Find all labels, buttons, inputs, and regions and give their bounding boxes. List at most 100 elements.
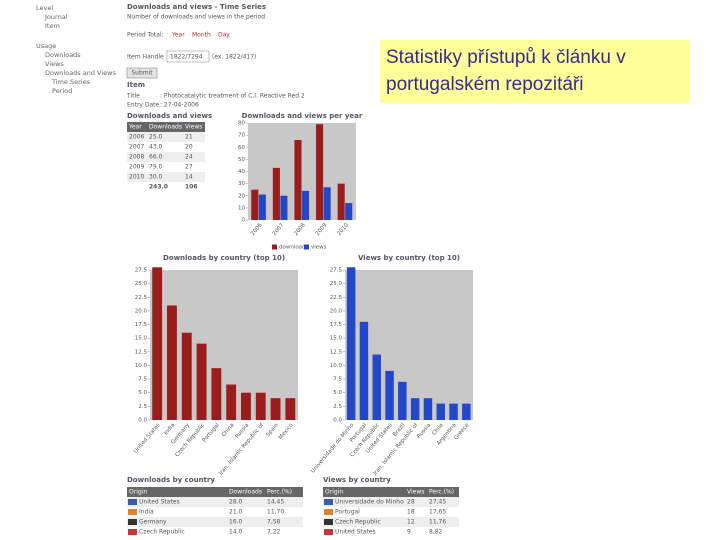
callout-box <box>380 40 690 103</box>
y-tick-label: 0 <box>242 218 246 224</box>
total-cell: 243.0 <box>149 184 168 191</box>
link[interactable]: Year <box>171 32 185 39</box>
table-row <box>127 507 303 517</box>
input-value[interactable]: 1822/7294 <box>170 54 203 61</box>
button-label[interactable]: Submit <box>131 70 153 77</box>
table-cell: 21.0 <box>229 509 243 516</box>
table-title: Downloads and views <box>127 112 212 120</box>
legend-label: views <box>311 245 327 251</box>
nav-item[interactable]: Period <box>52 87 72 95</box>
table-cell: 2007 <box>129 144 144 151</box>
bar <box>255 392 266 420</box>
bar <box>462 403 471 420</box>
value: : Photocatalytic treatment of C.I. React… <box>160 93 305 100</box>
table-cell: 17,65 <box>429 509 446 516</box>
table-cell: 43.0 <box>149 144 163 151</box>
table-cell: 79.0 <box>149 164 163 171</box>
y-tick-label: 10.0 <box>135 363 148 369</box>
x-tick-label: 2006 <box>250 222 264 237</box>
page-title: Downloads and views - Time Series <box>127 3 266 11</box>
table-cell: Universidade do Minho <box>335 499 404 506</box>
table-cell: 2008 <box>129 154 144 161</box>
header-cell: Year <box>128 124 142 131</box>
table-header <box>323 487 459 497</box>
nav-item[interactable]: Views <box>45 60 64 68</box>
bar <box>241 392 251 420</box>
y-tick-label: 2.5 <box>333 404 342 410</box>
y-tick-label: 27.5 <box>330 268 343 274</box>
table-cell: 30.0 <box>149 174 163 181</box>
x-tick-label: India <box>163 422 176 436</box>
bar <box>372 354 381 420</box>
flag-icon <box>324 499 333 505</box>
nav-item[interactable]: Downloads and Views <box>45 69 116 77</box>
table-cell: 8,82 <box>429 529 443 536</box>
y-tick-label: 15.0 <box>135 336 148 342</box>
table-row <box>127 152 205 162</box>
table-cell: 7,22 <box>267 529 281 536</box>
y-tick-label: 50 <box>238 157 245 163</box>
table-cell: 14 <box>185 174 193 181</box>
total-cell: 106 <box>185 184 198 191</box>
button[interactable] <box>126 67 158 79</box>
nav-item[interactable]: Journal <box>44 13 68 21</box>
header-cell: Downloads <box>229 489 262 496</box>
bar <box>449 403 458 420</box>
flag-icon <box>128 509 137 515</box>
y-tick-label: 12.5 <box>135 349 148 355</box>
table-cell: India <box>139 509 154 516</box>
flag-icon <box>324 509 333 515</box>
section-title: Item <box>127 81 145 89</box>
bar <box>270 398 281 420</box>
y-tick-label: 25.0 <box>330 281 343 287</box>
bar <box>196 343 207 420</box>
table-cell: Czech Republic <box>139 529 185 536</box>
input[interactable] <box>166 50 210 63</box>
nav-item[interactable]: Downloads <box>45 51 81 59</box>
y-tick-label: 80 <box>238 121 245 127</box>
y-tick-label: 25.0 <box>135 281 148 287</box>
bar <box>346 267 356 420</box>
nav-item[interactable]: Time Series <box>51 78 91 86</box>
bar <box>316 124 324 220</box>
bar <box>359 321 369 420</box>
bar <box>337 183 345 220</box>
table-row <box>323 517 459 527</box>
table-title: Downloads by country <box>127 476 215 484</box>
y-tick-label: 7.5 <box>333 377 342 383</box>
table-cell: 27 <box>185 164 193 171</box>
y-tick-label: 7.5 <box>138 377 147 383</box>
y-tick-label: 0.0 <box>333 418 342 424</box>
x-tick-label: Russia <box>416 422 432 439</box>
y-tick-label: 22.5 <box>135 295 148 301</box>
link[interactable]: Month <box>192 32 211 39</box>
table-cell: 14.0 <box>229 529 243 536</box>
table-cell: 2006 <box>129 134 144 141</box>
bar <box>258 194 266 220</box>
header-cell: Origin <box>325 489 343 496</box>
link[interactable]: Day <box>218 32 230 39</box>
nav-item[interactable]: Level <box>36 4 53 12</box>
table-cell: 11,76 <box>429 519 446 526</box>
table-cell: 2009 <box>129 164 144 171</box>
flag-icon <box>128 499 137 505</box>
y-tick-label: 10 <box>238 205 245 211</box>
x-tick-label: 2010 <box>336 222 350 237</box>
callout-text: portugalském repozitáři <box>386 74 583 95</box>
header-cell: Views <box>407 489 424 496</box>
y-tick-label: 10.0 <box>330 363 343 369</box>
table-cell: 21 <box>185 134 193 141</box>
y-tick-label: 70 <box>238 133 245 139</box>
header-cell: Downloads <box>149 124 182 131</box>
table-cell: 24 <box>185 154 193 161</box>
table-row <box>127 527 303 537</box>
table-cell: 66.0 <box>149 154 163 161</box>
nav-item[interactable]: Item <box>45 22 60 30</box>
table-cell: 9 <box>407 529 411 536</box>
table-row <box>323 527 459 537</box>
value: : 27-04-2006 <box>160 102 199 109</box>
nav-item[interactable]: Usage <box>36 42 56 50</box>
x-tick-label: United States <box>133 422 162 454</box>
label: Title <box>126 93 140 100</box>
chart-title: Downloads and views per year <box>242 112 363 120</box>
